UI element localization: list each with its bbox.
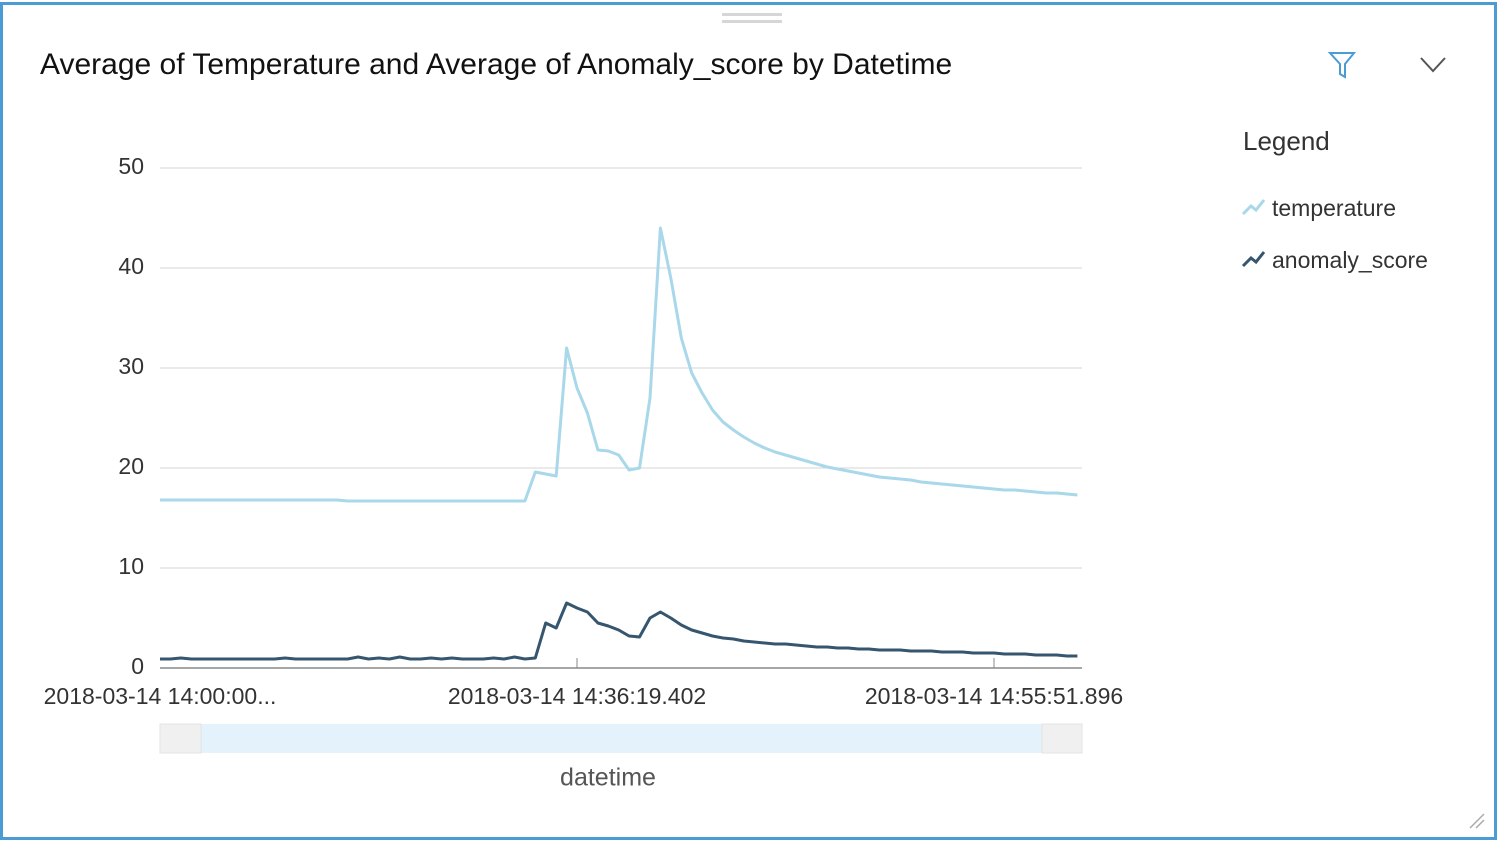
x-tick-label: 2018-03-14 14:00:00... [44,683,277,709]
y-tick-label: 20 [118,453,144,479]
series-line [160,226,1078,503]
y-tick-label: 40 [118,253,144,279]
filter-icon[interactable] [1327,52,1357,79]
x-axis-label: datetime [560,764,656,792]
scroll-handle-left[interactable] [159,723,202,754]
x-tick-label: 2018-03-14 14:36:19.402 [448,683,706,709]
series-line [160,601,1078,661]
chart-title: Average of Temperature and Average of An… [40,48,952,81]
legend-label: temperature [1272,195,1396,221]
menu-chevron[interactable] [1420,57,1446,73]
x-tick-label: 2018-03-14 14:55:51.896 [865,683,1123,709]
resize-grip[interactable] [1469,813,1485,829]
legend-swatch [1241,251,1266,268]
legend-label: anomaly_score [1272,247,1428,273]
drag-handle-dots[interactable] [722,13,782,16]
drag-handle[interactable] [722,13,782,23]
scroll-track[interactable] [160,724,1082,753]
y-tick-label: 10 [118,553,144,579]
plot-area: 0 10 20 30 40 50 2018-03-14 14:00:00... 2018-03… [44,153,1124,709]
drag-handle-dots[interactable] [722,20,782,23]
y-tick-label: 50 [118,153,144,179]
scroll-handle-right[interactable] [1041,723,1083,754]
legend-swatch [1241,199,1266,216]
y-tick-label: 0 [131,653,144,679]
legend-title: Legend [1243,126,1330,156]
y-tick-label: 30 [118,353,144,379]
